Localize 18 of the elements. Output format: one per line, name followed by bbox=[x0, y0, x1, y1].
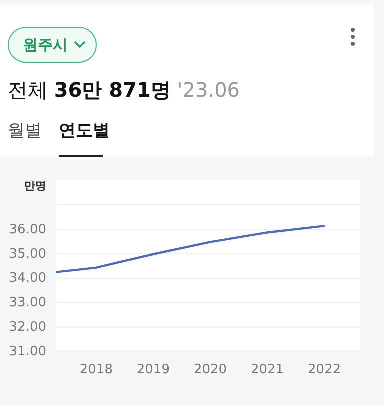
x-tick-label: 2018 bbox=[80, 362, 113, 378]
y-tick-label: 35.00 bbox=[9, 246, 46, 262]
text: 원주시 bbox=[23, 36, 68, 54]
y-tick-label: 36.00 bbox=[9, 222, 46, 238]
y-tick-label: 34.00 bbox=[9, 271, 46, 286]
x-tick-label: 2021 bbox=[250, 362, 284, 378]
chart-title: 전체 36만 871명 bbox=[8, 78, 171, 102]
y-axis-title: 만명 bbox=[24, 180, 46, 192]
y-tick-label: 33.00 bbox=[9, 296, 46, 311]
x-tick-label: 2020 bbox=[194, 362, 228, 378]
text: 연도별 bbox=[59, 120, 110, 142]
x-tick-label: 2022 bbox=[308, 362, 342, 378]
y-tick-label: 31.00 bbox=[9, 344, 46, 360]
chart-subtitle: '23.06 bbox=[176, 78, 240, 102]
x-tick-label: 2019 bbox=[136, 362, 170, 378]
text: 월별 bbox=[8, 120, 42, 142]
line-series bbox=[56, 225, 326, 274]
y-tick-label: 32.00 bbox=[9, 320, 46, 336]
